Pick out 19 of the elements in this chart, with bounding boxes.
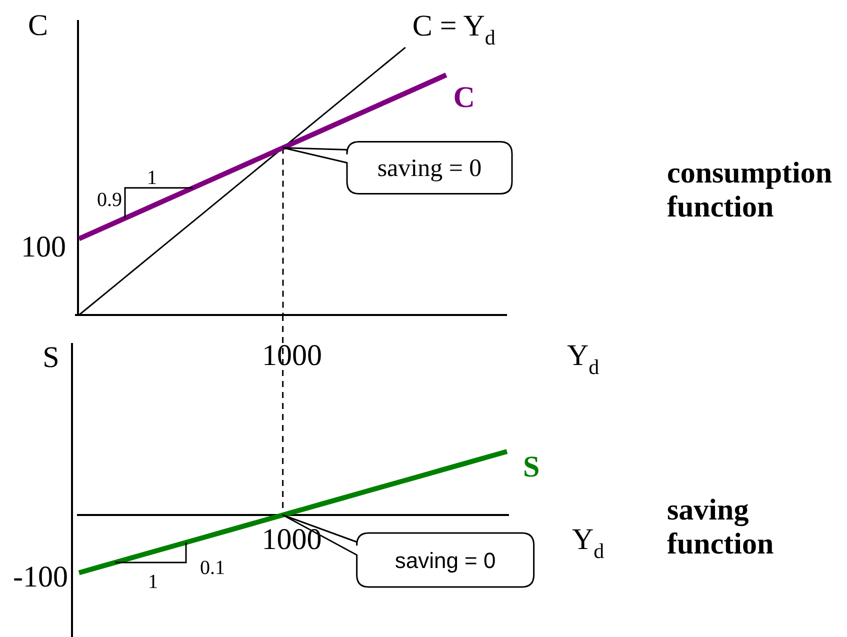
y-axis-title: C bbox=[28, 8, 48, 42]
x-axis-title: Y$_{d}$ bbox=[567, 338, 600, 379]
text: saving function bbox=[667, 494, 774, 560]
x-axis-title: Y$_{d}$ bbox=[572, 522, 605, 563]
annotation: 0.9 bbox=[97, 189, 122, 211]
annotation: 0.1 bbox=[200, 557, 225, 579]
annotation: saving = 0 bbox=[377, 154, 482, 182]
text: 1000 bbox=[262, 338, 322, 372]
y-axis-title: S bbox=[42, 340, 60, 374]
annotation: 1 bbox=[148, 571, 158, 593]
series-label: S bbox=[523, 450, 540, 483]
annotation: 1 bbox=[147, 167, 157, 189]
annotation: 1000 bbox=[262, 522, 322, 556]
text: consumption function bbox=[667, 156, 832, 224]
annotation: saving = 0 bbox=[394, 548, 496, 572]
text: -100 bbox=[13, 560, 68, 594]
text: 100 bbox=[21, 230, 66, 264]
series-label: C bbox=[453, 80, 475, 114]
series-label: C = Y$_{d}$ bbox=[412, 8, 496, 50]
